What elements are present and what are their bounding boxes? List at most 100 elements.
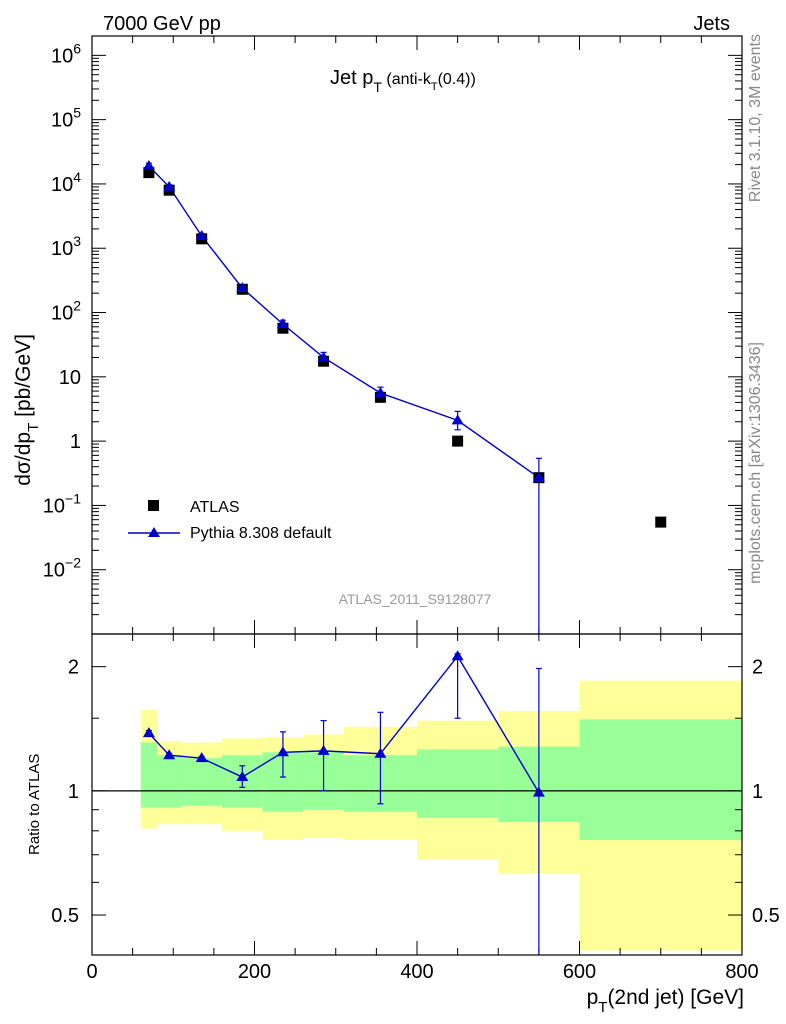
x-axis-label: pT(2nd jet) [GeV] — [587, 986, 744, 1016]
main-y-tick-label-base: 10 — [43, 560, 65, 582]
atlas-data-point — [374, 391, 386, 403]
ratio-ticks: 0.5 0.5 1 1 2 2 0 200 400 600 800 — [51, 634, 780, 983]
header-right-label: Jets — [693, 13, 730, 35]
ratio-data-point — [195, 752, 208, 763]
main-y-tick-label: 102 — [51, 298, 81, 325]
main-y-tick-label-exp: 5 — [73, 105, 81, 121]
main-y-tick-label-base: 10 — [51, 45, 73, 67]
ratio-data-point — [451, 650, 464, 661]
main-plot-content — [142, 160, 667, 634]
ratio-inner-band — [157, 755, 182, 808]
main-y-tick-label: 10−1 — [43, 490, 81, 517]
atlas-data-point — [655, 516, 667, 528]
ratio-data-point — [276, 746, 289, 757]
pythia-data-point — [236, 282, 249, 293]
main-title-paren-close: (0.4)) — [438, 71, 476, 88]
x-axis-label-sub: T — [598, 999, 607, 1016]
ratio-panel: 0.5 0.5 1 1 2 2 0 200 400 600 800 Ratio to ATLAS p… — [26, 633, 780, 1016]
main-y-tick-label: 10−2 — [43, 555, 81, 582]
ratio-y-tick-label-left: 0.5 — [51, 905, 79, 927]
ratio-y-tick-label-right: 2 — [752, 657, 763, 679]
main-y-tick-label: 103 — [51, 233, 81, 260]
legend-atlas-label: ATLAS — [190, 499, 240, 516]
atlas-data-point — [277, 322, 289, 334]
ratio-y-tick-label-left: 1 — [68, 781, 79, 803]
main-y-tick-label-base: 1 — [70, 431, 81, 453]
main-y-tick-label-exp: −1 — [65, 490, 81, 506]
ratio-data-point — [163, 749, 176, 760]
main-title-paren-open: (anti-k — [382, 71, 432, 88]
x-tick-label: 600 — [563, 961, 596, 983]
x-tick-label: 0 — [86, 961, 97, 983]
ratio-data-point — [374, 747, 387, 758]
main-title-sub-2: T — [431, 81, 438, 93]
main-y-axis-label-sub: T — [25, 423, 42, 432]
main-panel-frame — [91, 35, 743, 635]
x-tick-label: 400 — [400, 961, 433, 983]
ratio-inner-band — [417, 749, 499, 818]
side-text-top: Rivet 3.1.10, 3M events — [747, 34, 764, 202]
pythia-data-point — [532, 471, 545, 482]
main-y-tick-label-exp: 6 — [73, 40, 81, 56]
main-y-tick-label-base: 10 — [51, 110, 73, 132]
pythia-series-line — [148, 165, 540, 479]
ratio-y-tick-label-left: 2 — [68, 657, 79, 679]
main-y-tick-label-exp: 2 — [73, 298, 81, 314]
x-tick-label: 800 — [725, 961, 758, 983]
main-y-axis-label: dσ/dpT [pb/GeV] — [12, 334, 42, 486]
main-y-tick-label: 105 — [51, 105, 81, 132]
pythia-data-point — [317, 351, 330, 362]
main-y-tick-label: 10 — [59, 367, 81, 389]
legend-atlas-marker — [148, 500, 159, 511]
main-y-tick-label-exp: 4 — [73, 169, 81, 185]
ratio-data-point — [142, 727, 155, 738]
main-y-tick-label: 1 — [70, 431, 81, 453]
ratio-y-tick-label-right: 0.5 — [752, 905, 780, 927]
legend-pythia-label: Pythia 8.308 default — [190, 525, 332, 542]
ratio-y-axis-label: Ratio to ATLAS — [26, 754, 43, 855]
main-y-axis-label-unit: [pb/GeV] — [12, 334, 35, 423]
main-y-axis-label-text: dσ/dp — [12, 432, 35, 486]
pythia-data-point — [276, 318, 289, 329]
main-title: Jet pT (anti-kT(0.4)) — [330, 67, 476, 95]
ratio-data-point — [317, 744, 330, 755]
ratio-plot-content — [142, 650, 545, 955]
ratio-bands — [140, 680, 742, 951]
pythia-data-point — [142, 160, 155, 171]
main-y-tick-label: 104 — [51, 169, 81, 196]
main-title-sub-1: T — [373, 79, 382, 95]
header-left-label: 7000 GeV pp — [103, 13, 221, 35]
legend-pythia-marker — [148, 527, 160, 537]
atlas-data-point — [143, 167, 155, 179]
x-tick-label: 200 — [238, 961, 271, 983]
pythia-data-point — [374, 387, 387, 398]
main-y-tick-label-base: 10 — [51, 303, 73, 325]
ratio-panel-frame — [91, 633, 743, 956]
main-y-tick-label-base: 10 — [59, 367, 81, 389]
main-y-tick-label-base: 10 — [43, 495, 65, 517]
legend: ATLAS Pythia 8.308 default — [128, 499, 332, 542]
side-text-bottom: mcplots.cern.ch [arXiv:1306.3436] — [747, 342, 764, 584]
ratio-inner-band — [140, 742, 157, 808]
pythia-data-point — [195, 229, 208, 240]
main-y-tick-label: 106 — [51, 40, 81, 67]
atlas-data-point — [452, 435, 464, 447]
main-y-tick-label-base: 10 — [51, 238, 73, 260]
x-axis-label-text: p — [587, 986, 599, 1009]
main-y-tick-label-exp: −2 — [65, 555, 81, 571]
ratio-inner-band — [181, 758, 222, 806]
pythia-data-point — [451, 414, 464, 425]
ratio-data-point — [532, 786, 545, 797]
main-y-tick-label-exp: 3 — [73, 233, 81, 249]
main-y-tick-label-base: 10 — [51, 174, 73, 196]
x-axis-label-rest: (2nd jet) [GeV] — [607, 986, 744, 1009]
ratio-y-tick-label-right: 1 — [752, 781, 763, 803]
analysis-label: ATLAS_2011_S9128077 — [339, 591, 492, 607]
main-title-text: Jet p — [330, 67, 373, 89]
ratio-inner-band — [579, 719, 742, 841]
ratio-data-point — [236, 771, 249, 782]
pythia-data-point — [163, 180, 176, 191]
